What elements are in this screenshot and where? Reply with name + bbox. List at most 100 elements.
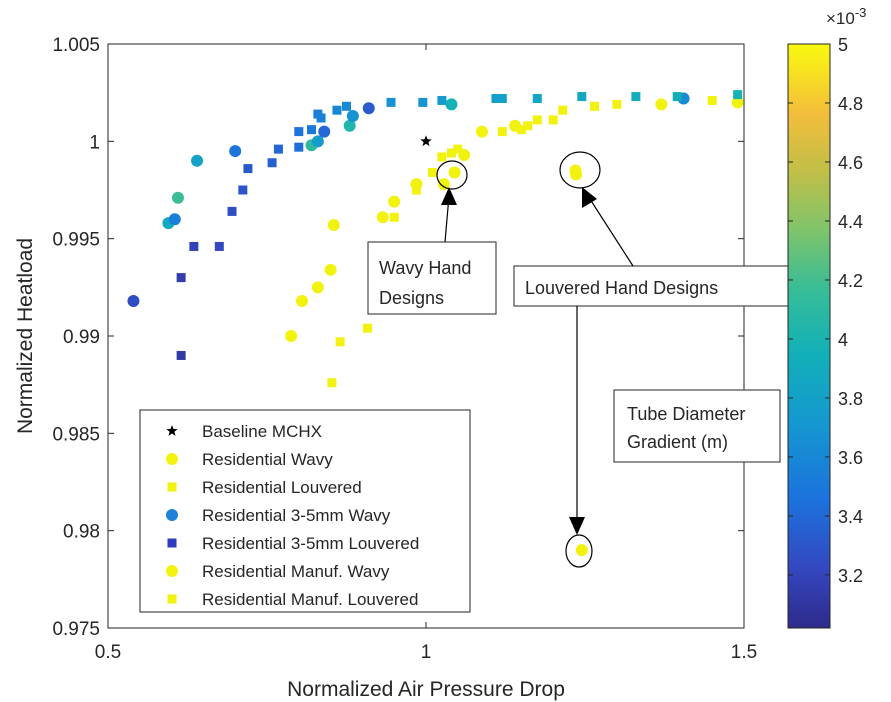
colorbar-ticks: 3.2 3.4 3.6 3.8 4 4.2 4.4 4.6 4.8 5: [788, 35, 863, 586]
data-points: [127, 90, 744, 557]
data-point-circle: [448, 166, 461, 179]
data-point-square: [733, 95, 743, 105]
legend: Baseline MCHX Residential Wavy Residential…: [139, 409, 471, 613]
y-tick-label: 0.98: [63, 522, 100, 543]
data-point-circle: [346, 110, 359, 123]
legend-box: [139, 409, 471, 613]
legend-marker-square: [167, 594, 177, 604]
colorbar-tick-label: 4.8: [838, 94, 863, 114]
data-point-square: [523, 121, 533, 131]
data-point-square: [577, 92, 587, 102]
colorbar-gradient: [787, 43, 831, 629]
x-tick-label: 1: [421, 642, 432, 663]
data-point-square: [214, 241, 224, 251]
data-point-circle: [171, 191, 184, 204]
data-point-circle: [343, 119, 356, 132]
data-point-square: [307, 125, 317, 135]
legend-label: Residential Wavy: [202, 450, 333, 469]
data-point-circle: [191, 154, 204, 167]
data-point-square: [238, 185, 248, 195]
legend-items: Baseline MCHX Residential Wavy Residential…: [166, 422, 419, 609]
legend-label: Residential Manuf. Wavy: [202, 562, 390, 581]
legend-marker-circle: [166, 565, 178, 577]
y-tick-label: 0.985: [52, 424, 100, 445]
data-point-square: [427, 167, 437, 177]
legend-marker-circle: [166, 453, 178, 465]
data-point-circle: [376, 211, 389, 224]
data-point-baseline: [420, 135, 432, 147]
legend-marker-circle: [166, 509, 178, 521]
data-point-square: [446, 148, 456, 158]
data-point-square: [631, 92, 641, 102]
data-point-circle: [362, 102, 375, 115]
data-point-square: [672, 92, 682, 102]
highlight-circle: [565, 534, 593, 568]
data-point-circle: [311, 135, 324, 148]
annotation-louvered-hand-designs: Louvered Hand Designs: [513, 265, 789, 307]
arrow-line: [587, 195, 634, 267]
data-point-square: [733, 90, 743, 100]
data-point-circle: [285, 330, 298, 342]
data-point-square: [491, 94, 501, 104]
legend-label: Residential 3-5mm Wavy: [202, 506, 391, 525]
data-point-square: [548, 115, 558, 125]
data-point-square: [532, 115, 542, 125]
y-tick-label: 1: [89, 132, 100, 153]
legend-label: Residential Louvered: [202, 478, 362, 497]
colorbar-exponent-power: -3: [855, 5, 867, 20]
data-point-circle: [127, 294, 140, 307]
data-point-square: [707, 95, 717, 105]
colorbar-tick-label: 4.4: [838, 212, 863, 232]
data-point-circle: [575, 544, 588, 557]
data-point-square: [316, 113, 326, 123]
legend-label: Baseline MCHX: [202, 422, 322, 441]
data-point-square: [294, 127, 304, 137]
annotation-highlights: [436, 151, 634, 568]
colorbar-tick-label: 4.6: [838, 153, 863, 173]
data-point-square: [497, 127, 507, 137]
colorbar-tick-label: 3.6: [838, 448, 863, 468]
data-point-square: [176, 273, 186, 283]
annotation-text-line: Wavy Hand: [379, 258, 471, 278]
x-tick-label: 0.5: [95, 642, 121, 663]
data-point-circle: [324, 263, 337, 276]
data-point-circle: [388, 195, 401, 208]
data-point-square: [558, 105, 568, 115]
data-point-circle: [475, 125, 488, 138]
data-point-square: [273, 144, 283, 154]
data-point-square: [227, 206, 237, 216]
colorbar-exponent-base: ×10: [826, 9, 855, 28]
colorbar-tick-label: 3.2: [838, 566, 863, 586]
colorbar-label-line: Tube Diameter: [627, 404, 745, 424]
colorbar-tick-label: 3.8: [838, 389, 863, 409]
y-tick-label: 0.995: [52, 230, 100, 251]
data-point-circle: [168, 213, 181, 226]
annotation-text-line: Designs: [379, 288, 444, 308]
data-point-square: [418, 97, 428, 107]
data-point-circle: [655, 98, 668, 111]
arrow-head: [441, 187, 457, 205]
colorbar-exponent: ×10-3: [826, 5, 866, 28]
arrow-head: [582, 187, 597, 208]
colorbar-tick-label: 4: [838, 330, 848, 350]
data-point-circle: [311, 281, 324, 294]
data-point-square: [362, 323, 372, 333]
data-point-square: [335, 337, 345, 347]
x-tick-label: 1.5: [731, 642, 757, 663]
data-point-circle: [437, 178, 450, 191]
data-point-square: [411, 185, 421, 195]
x-axis-label: Normalized Air Pressure Drop: [287, 678, 565, 701]
colorbar-tick-label: 5: [838, 35, 848, 55]
data-point-square: [590, 101, 600, 111]
data-point-square: [243, 164, 253, 174]
data-point-square: [437, 152, 447, 162]
data-point-circle: [318, 125, 331, 138]
data-point-square: [386, 97, 396, 107]
data-point-circle: [570, 168, 583, 181]
data-point-circle: [327, 219, 340, 232]
colorbar-tick-label: 4.2: [838, 271, 863, 291]
data-point-square: [437, 95, 447, 105]
data-point-square: [497, 94, 507, 104]
colorbar-label-frame: [613, 389, 781, 463]
data-point-square: [176, 350, 186, 360]
